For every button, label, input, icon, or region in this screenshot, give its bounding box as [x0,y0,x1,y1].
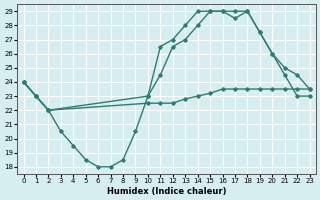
X-axis label: Humidex (Indice chaleur): Humidex (Indice chaleur) [107,187,226,196]
